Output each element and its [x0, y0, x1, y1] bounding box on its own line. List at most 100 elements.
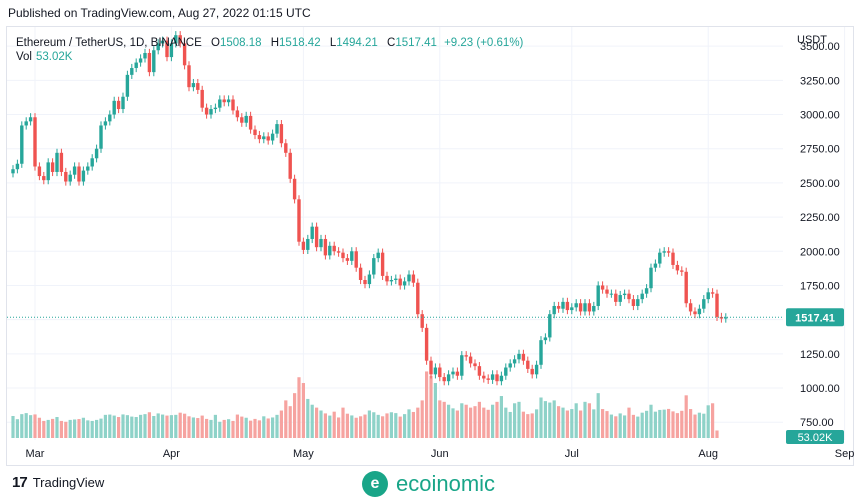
- candle-body: [306, 238, 310, 250]
- candle-body: [464, 355, 468, 357]
- candle-body: [473, 363, 477, 367]
- candle-body: [28, 117, 33, 122]
- candle-body: [20, 125, 24, 164]
- candle-body: [11, 169, 15, 174]
- volume-bar: [117, 417, 121, 438]
- volume-bar: [442, 401, 446, 438]
- volume-bar: [381, 416, 385, 438]
- tradingview-branding[interactable]: 17 TradingView: [12, 474, 104, 491]
- volume-bar: [77, 419, 81, 438]
- open-label: O: [210, 37, 220, 49]
- last-volume-tag: 53.02K: [798, 432, 834, 444]
- candle-body: [411, 274, 416, 283]
- volume-bar: [191, 417, 195, 438]
- volume-bar: [73, 419, 77, 438]
- volume-bar: [486, 409, 490, 438]
- candle-body: [596, 285, 600, 306]
- candle-body: [578, 303, 583, 312]
- candle-body: [367, 274, 372, 285]
- candle-body: [301, 241, 306, 250]
- candle-body: [130, 68, 134, 75]
- volume-bar: [213, 414, 217, 438]
- high-value: 1518.42: [279, 37, 321, 49]
- volume-bar: [530, 413, 534, 438]
- candle-body: [424, 327, 429, 361]
- currency-label[interactable]: USDT: [797, 34, 827, 46]
- candle-body: [539, 340, 543, 365]
- candle-body: [671, 252, 675, 265]
- volume-bar: [42, 420, 46, 438]
- volume-bar: [627, 407, 631, 438]
- candle-body: [116, 100, 121, 110]
- candle-body: [631, 299, 636, 306]
- chart-frame[interactable]: [6, 26, 854, 466]
- candle-body: [253, 129, 257, 136]
- candle-body: [477, 366, 482, 376]
- volume-bar: [451, 408, 455, 438]
- candle-body: [583, 303, 587, 312]
- candle-body: [495, 374, 499, 382]
- volume-bar: [680, 410, 684, 438]
- candle-body: [240, 117, 244, 123]
- candle-body: [622, 293, 627, 296]
- volume-bar: [557, 406, 561, 438]
- y-tick-label: 1750.00: [800, 280, 840, 292]
- volume-bar: [706, 405, 710, 438]
- candle-body: [33, 117, 37, 167]
- volume-bar: [11, 416, 15, 438]
- volume-bar: [205, 418, 209, 438]
- candle-body: [64, 171, 68, 182]
- volume-bar: [55, 417, 59, 438]
- candle-body: [257, 135, 262, 140]
- candle-body: [354, 251, 358, 268]
- candle-body: [248, 115, 253, 130]
- volume-bar: [341, 407, 345, 438]
- tradingview-brand-label: TradingView: [32, 475, 105, 490]
- candle-body: [636, 299, 640, 306]
- candle-body: [600, 285, 605, 290]
- candle-body: [358, 267, 363, 280]
- volume-bar: [363, 414, 367, 438]
- volume-bar: [697, 412, 701, 438]
- candle-body: [262, 136, 266, 140]
- volume-bar: [288, 406, 292, 438]
- candle-body: [402, 281, 407, 286]
- symbol-label[interactable]: Ethereum / TetherUS, 1D, BINANCE: [16, 37, 202, 49]
- candle-body: [446, 374, 451, 382]
- candle-body: [666, 251, 671, 253]
- candle-body: [169, 43, 174, 58]
- volume-bar: [561, 407, 565, 438]
- candle-body: [587, 303, 592, 312]
- volume-bar: [684, 395, 688, 438]
- last-price-tag: 1517.41: [795, 312, 835, 324]
- y-tick-label: 3000.00: [800, 110, 840, 122]
- candle-body: [592, 305, 596, 312]
- volume-bar: [244, 417, 248, 438]
- candle-body: [407, 274, 411, 282]
- volume-bar: [15, 419, 19, 438]
- y-tick-label: 2500.00: [800, 178, 840, 190]
- candle-body: [574, 303, 578, 308]
- candle-body: [182, 43, 187, 66]
- volume-bar: [385, 413, 389, 438]
- candle-body: [394, 278, 398, 280]
- volume-bar: [161, 414, 165, 438]
- volume-bar: [240, 416, 244, 438]
- candle-body: [99, 125, 103, 149]
- volume-bar: [548, 402, 552, 438]
- volume-bar: [279, 410, 283, 438]
- volume-bar: [631, 414, 635, 438]
- volume-bar: [235, 414, 239, 438]
- candle-body: [191, 83, 196, 88]
- low-label: L: [329, 37, 337, 49]
- candle-body: [112, 100, 116, 115]
- candle-body: [15, 163, 20, 170]
- volume-bar: [337, 417, 341, 438]
- volume-bar: [81, 417, 85, 438]
- volume-bar: [715, 430, 719, 438]
- volume-bar: [169, 415, 173, 438]
- volume-bar: [319, 410, 323, 438]
- y-tick-label: 750.00: [800, 417, 834, 429]
- candle-body: [442, 377, 446, 382]
